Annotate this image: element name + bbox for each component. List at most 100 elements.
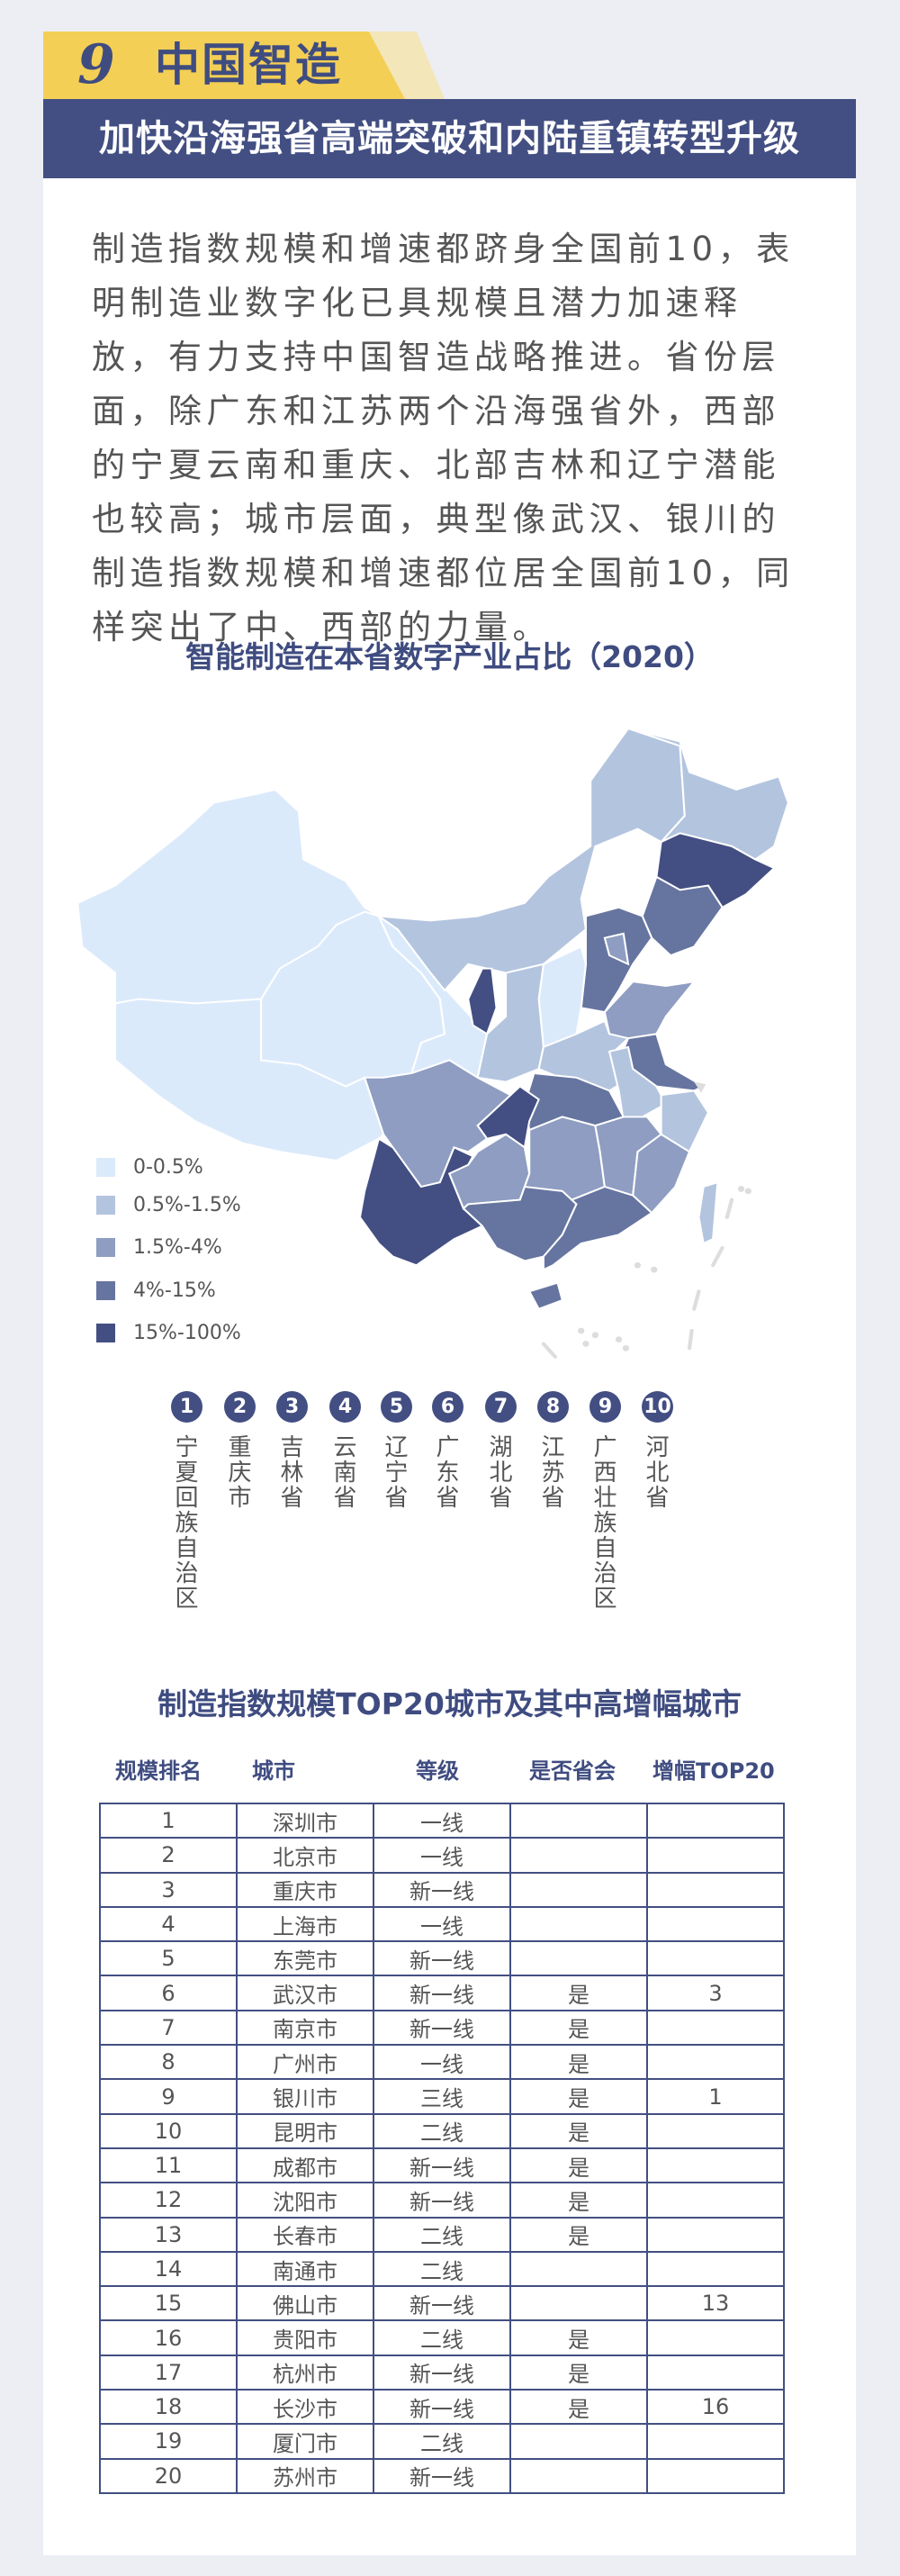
province-liaoning — [641, 875, 724, 957]
table-cell: 新一线 — [373, 2182, 511, 2219]
table-cell: 1 — [99, 1802, 238, 1839]
section-number: 9 — [77, 33, 115, 96]
island-dot — [634, 1261, 642, 1269]
top10-item: 1 宁夏回族自治区 — [171, 1391, 202, 1612]
table-cell: 14 — [99, 2250, 238, 2288]
rank-badge: 1 — [171, 1391, 202, 1423]
table-cell: 上海市 — [236, 1905, 374, 1943]
legend-swatch — [96, 1237, 115, 1257]
table-cell: 深圳市 — [236, 1802, 374, 1839]
island-dot — [591, 1332, 599, 1339]
table-cell: 3 — [99, 1871, 238, 1908]
top10-item: 7 湖北省 — [485, 1391, 517, 1511]
island-dot — [615, 1336, 623, 1343]
table-cell: 一线 — [373, 1905, 511, 1943]
table-cell: 5 — [99, 1940, 238, 1977]
table-cell: 是 — [509, 2216, 648, 2253]
table-cell: 一线 — [373, 1802, 511, 1839]
table-cell: 是 — [509, 2078, 648, 2115]
legend-swatch — [96, 1195, 115, 1215]
table-cell: 新一线 — [373, 2389, 511, 2426]
province-name: 吉林省 — [280, 1434, 304, 1512]
table-cell: 新一线 — [373, 2009, 511, 2047]
table-cell: 广州市 — [236, 2044, 374, 2081]
table-row: 10 昆明市 二线是 — [99, 2112, 785, 2149]
table-cell: 8 — [99, 2044, 238, 2081]
table-cell: 是 — [509, 2147, 648, 2184]
china-choropleth-map — [76, 727, 789, 1359]
table-cell: 二线 — [373, 2250, 511, 2288]
table-row: 17 杭州市 新一线是 — [99, 2354, 785, 2391]
table-row: 11 成都市 新一线是 — [99, 2147, 785, 2184]
table-cell: 长春市 — [236, 2216, 374, 2253]
island-dot — [582, 1341, 590, 1347]
table-cell: 是 — [509, 2389, 648, 2426]
table-cell: 南通市 — [236, 2250, 374, 2288]
table-cell: 13 — [646, 2285, 785, 2322]
province-beijing-tianjin — [603, 932, 630, 966]
table-cell: 新一线 — [373, 1940, 511, 1977]
map-title: 智能制造在本省数字产业占比（2020） — [185, 639, 714, 674]
table-row: 14 南通市 二线 — [99, 2250, 785, 2288]
section-subtitle: 加快沿海强省高端突破和内陆重镇转型升级 — [43, 99, 856, 178]
island-dot — [578, 1327, 585, 1334]
table-cell: 是 — [509, 1975, 648, 2011]
province-name: 湖北省 — [489, 1434, 513, 1512]
province-name: 江苏省 — [541, 1434, 565, 1512]
table-cell: 2 — [99, 1837, 238, 1874]
table-cell: 16 — [646, 2389, 785, 2426]
table-cell: 12 — [99, 2182, 238, 2219]
col-header-rank: 规模排名 — [115, 1758, 202, 1784]
rank-badge: 9 — [590, 1391, 621, 1423]
table-cell: 二线 — [373, 2112, 511, 2149]
province-name: 辽宁省 — [384, 1434, 409, 1512]
table-cell: 苏州市 — [236, 2457, 374, 2494]
table-cell: 13 — [99, 2216, 238, 2253]
rank-badge: 8 — [537, 1391, 569, 1423]
table-cell: 贵阳市 — [236, 2319, 374, 2356]
island-dot — [622, 1344, 630, 1351]
table-cell — [646, 2216, 785, 2253]
table-cell: 长沙市 — [236, 2389, 374, 2426]
rank-badge: 5 — [381, 1391, 412, 1423]
table-cell — [509, 1871, 648, 1908]
table-cell: 厦门市 — [236, 2423, 374, 2460]
top10-item: 8 江苏省 — [537, 1391, 569, 1511]
legend-label: 4%-15% — [133, 1279, 216, 1302]
table-cell: 三线 — [373, 2078, 511, 2115]
province-ningxia — [467, 967, 498, 1035]
table-cell — [509, 1905, 648, 1943]
table-row: 2 北京市 一线 — [99, 1837, 785, 1874]
table-cell — [646, 2147, 785, 2184]
table-cell: 重庆市 — [236, 1871, 374, 1908]
table-cell: 沈阳市 — [236, 2182, 374, 2219]
legend-item: 1.5%-4% — [96, 1234, 222, 1261]
top10-item: 4 云南省 — [329, 1391, 361, 1511]
province-taiwan — [698, 1180, 719, 1245]
table-cell — [646, 2423, 785, 2460]
table-cell — [646, 2112, 785, 2149]
table-cell: 佛山市 — [236, 2285, 374, 2322]
legend-item: 0.5%-1.5% — [96, 1191, 241, 1218]
table-cell — [509, 2285, 648, 2322]
table-row: 16 贵阳市 二线是 — [99, 2319, 785, 2356]
legend-swatch — [96, 1157, 115, 1177]
province-inner-mongolia — [375, 727, 686, 992]
province-name: 广西壮族自治区 — [593, 1434, 617, 1613]
table-cell: 15 — [99, 2285, 238, 2322]
table-cell: 20 — [99, 2457, 238, 2494]
table-row: 19 厦门市 二线 — [99, 2423, 785, 2460]
table-cell: 19 — [99, 2423, 238, 2460]
table-cell: 昆明市 — [236, 2112, 374, 2149]
col-header-tier: 等级 — [416, 1758, 459, 1784]
table-cell: 二线 — [373, 2319, 511, 2356]
legend-label: 0-0.5% — [133, 1155, 203, 1179]
col-header-city: 城市 — [252, 1758, 295, 1784]
table-cell — [646, 2009, 785, 2047]
table-cell — [509, 1837, 648, 1874]
table-cell: 是 — [509, 2044, 648, 2081]
rank-badge: 10 — [642, 1391, 673, 1423]
section-tag — [43, 32, 405, 99]
table-row: 6 武汉市 新一线是 3 — [99, 1975, 785, 2011]
table-title: 制造指数规模TOP20城市及其中高增幅城市 — [158, 1686, 742, 1722]
